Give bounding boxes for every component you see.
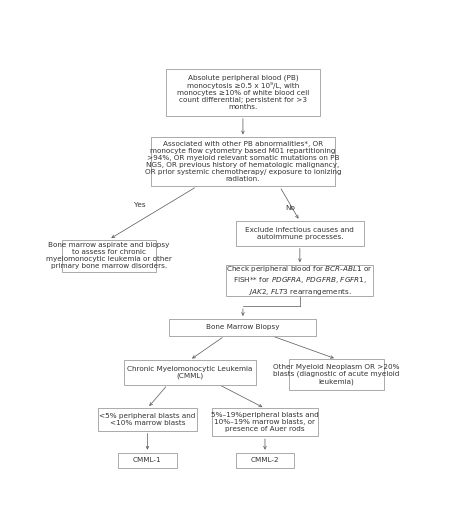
Text: Bone marrow aspirate and biopsy
to assess for chronic
myelomonocytic leukemia or: Bone marrow aspirate and biopsy to asses… <box>46 242 172 269</box>
FancyBboxPatch shape <box>62 239 155 272</box>
Text: 5%–19%peripheral blasts and
10%–19% marrow blasts, or
presence of Auer rods: 5%–19%peripheral blasts and 10%–19% marr… <box>211 412 319 432</box>
Text: Chronic Myelomonocytic Leukemia
(CMML): Chronic Myelomonocytic Leukemia (CMML) <box>127 366 252 379</box>
FancyBboxPatch shape <box>118 452 177 468</box>
FancyBboxPatch shape <box>169 319 316 336</box>
FancyBboxPatch shape <box>289 359 384 390</box>
FancyBboxPatch shape <box>166 69 320 116</box>
Text: Exclude infectious causes and
autoimmune processes.: Exclude infectious causes and autoimmune… <box>246 227 354 240</box>
Text: CMML-2: CMML-2 <box>251 457 279 464</box>
Text: Absolute peripheral blood (PB)
monocytosis ≥0.5 x 10⁹/L, with
monocytes ≥10% of : Absolute peripheral blood (PB) monocytos… <box>177 74 309 110</box>
Text: <5% peripheral blasts and
<10% marrow blasts: <5% peripheral blasts and <10% marrow bl… <box>99 413 196 426</box>
Text: No: No <box>286 205 296 211</box>
Text: Associated with other PB abnormalities*, OR
monocyte flow cytometry based M01 re: Associated with other PB abnormalities*,… <box>145 141 341 182</box>
FancyBboxPatch shape <box>151 138 335 186</box>
FancyBboxPatch shape <box>227 265 374 296</box>
FancyBboxPatch shape <box>212 408 318 436</box>
Text: Other Myeloid Neoplasm OR >20%
blasts (diagnostic of acute myeloid
leukemia): Other Myeloid Neoplasm OR >20% blasts (d… <box>273 364 400 385</box>
Text: Yes: Yes <box>134 202 146 208</box>
Text: Check peripheral blood for $\it{BCR}$-$\it{ABL1}$ or
FISH** for $\it{PDGFRA}$, $: Check peripheral blood for $\it{BCR}$-$\… <box>227 264 373 297</box>
FancyBboxPatch shape <box>124 360 256 384</box>
FancyBboxPatch shape <box>98 408 197 431</box>
Text: Bone Marrow Biopsy: Bone Marrow Biopsy <box>206 324 280 330</box>
FancyBboxPatch shape <box>236 221 364 246</box>
Text: CMML-1: CMML-1 <box>133 457 162 464</box>
FancyBboxPatch shape <box>236 452 294 468</box>
